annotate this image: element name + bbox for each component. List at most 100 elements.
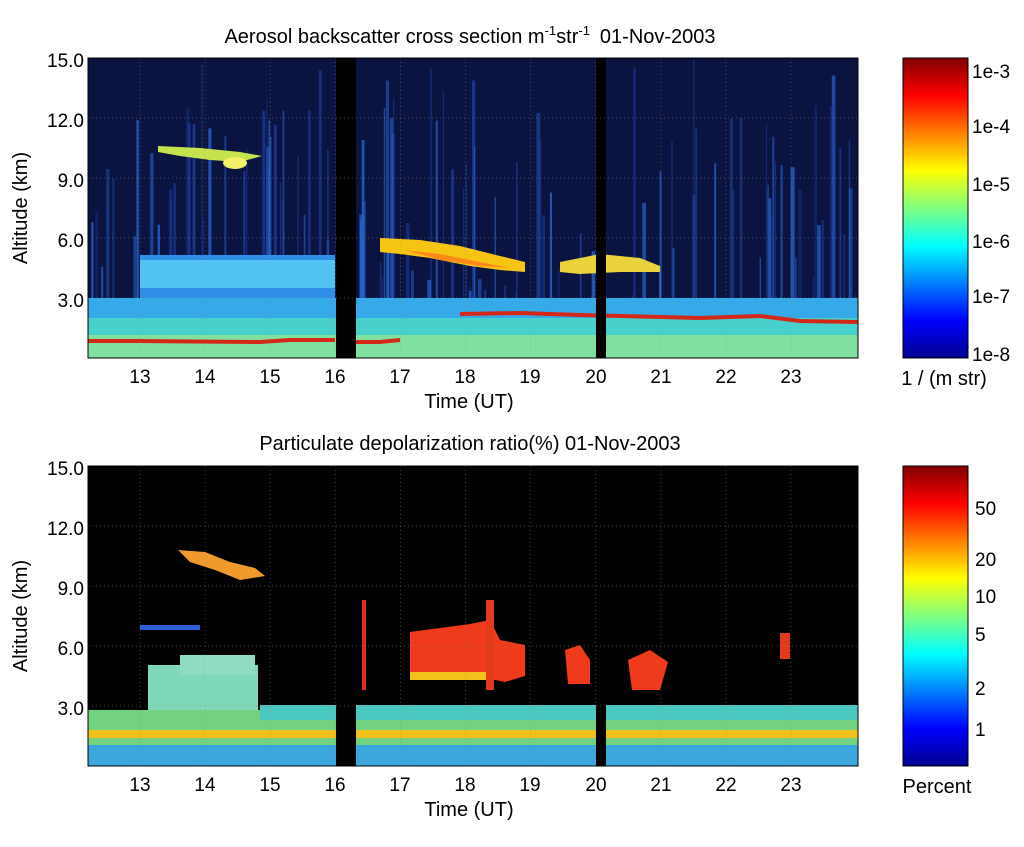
ytick-label: 3.0 bbox=[58, 699, 84, 720]
depolarization-colorbar bbox=[902, 465, 969, 767]
mid-cloud-1-core bbox=[405, 250, 510, 268]
speckle-streak bbox=[774, 161, 777, 358]
mid-cloud-1-base bbox=[410, 672, 490, 680]
speckle-streak bbox=[821, 220, 824, 358]
speckle-streak bbox=[732, 189, 735, 358]
speckle-streak bbox=[91, 222, 94, 358]
xtick-label: 14 bbox=[194, 775, 216, 796]
xtick-label: 23 bbox=[780, 367, 801, 388]
xtick-label: 20 bbox=[585, 775, 606, 796]
depolarization-grid bbox=[88, 466, 858, 766]
depolarization-xticks: 13 14 15 16 17 18 19 20 21 22 23 bbox=[129, 775, 801, 796]
speckle-streak bbox=[133, 236, 136, 358]
speckle-streak bbox=[772, 136, 775, 358]
backscatter-grid bbox=[88, 58, 858, 358]
backscatter-panel: Aerosol backscatter cross section m-1str… bbox=[10, 23, 1010, 413]
colorbar-tick-label: 1 bbox=[975, 720, 986, 741]
cirrus-core bbox=[223, 157, 247, 169]
speckle-streak bbox=[729, 118, 733, 358]
speckle-streak bbox=[843, 234, 845, 358]
xtick-label: 20 bbox=[585, 367, 606, 388]
xtick-label: 13 bbox=[129, 367, 150, 388]
depolarization-yticks: 3.0 6.0 9.0 12.0 15.0 bbox=[47, 459, 84, 720]
depolarization-title: Particulate depolarization ratio(%) 01-N… bbox=[259, 433, 680, 455]
xtick-label: 15 bbox=[259, 367, 280, 388]
ytick-label: 15.0 bbox=[47, 459, 84, 480]
speckle-streak bbox=[633, 67, 636, 358]
streak-17 bbox=[362, 600, 366, 690]
mid-cloud-2 bbox=[565, 645, 590, 684]
speckle-streak bbox=[780, 165, 783, 358]
speckle-streak bbox=[848, 188, 853, 358]
colorbar-tick-label: 10 bbox=[975, 587, 996, 608]
speckle-streak bbox=[389, 117, 394, 358]
xtick-label: 14 bbox=[194, 367, 216, 388]
speckle-streak bbox=[767, 185, 769, 358]
depolarization-xlabel: Time (UT) bbox=[424, 799, 513, 821]
speckle-streak bbox=[307, 110, 311, 358]
speckle-streak bbox=[95, 211, 99, 358]
speckle-streak bbox=[765, 124, 768, 358]
aerosol-layer-top bbox=[180, 655, 255, 675]
low-depol-streak bbox=[140, 625, 200, 630]
colorbar-tick-label: 1e-3 bbox=[972, 62, 1010, 83]
xtick-label: 21 bbox=[650, 367, 671, 388]
speckle-streak bbox=[273, 124, 277, 358]
xtick-label: 13 bbox=[129, 775, 150, 796]
ytick-label: 9.0 bbox=[58, 579, 84, 600]
ytick-label: 15.0 bbox=[47, 51, 84, 72]
speckle-streak bbox=[817, 225, 821, 358]
streak-18 bbox=[486, 600, 494, 690]
cloud-base-trace bbox=[88, 310, 858, 345]
xtick-label: 21 bbox=[650, 775, 671, 796]
xtick-label: 18 bbox=[454, 775, 475, 796]
depolarization-panel: Particulate depolarization ratio(%) 01-N… bbox=[10, 433, 996, 821]
mid-cloud-2 bbox=[560, 254, 660, 274]
speckle-streak bbox=[406, 223, 410, 358]
speckle-streak bbox=[798, 190, 802, 358]
backscatter-xlabel: Time (UT) bbox=[424, 391, 513, 413]
xtick-label: 15 bbox=[259, 775, 280, 796]
speckle-streak bbox=[829, 106, 834, 358]
speckle-streak bbox=[282, 110, 285, 358]
backscatter-colorbar-ticks: 1e-8 1e-7 1e-6 1e-5 1e-4 1e-3 bbox=[972, 62, 1010, 366]
speckle-streak bbox=[790, 167, 795, 358]
speckle-streak bbox=[136, 120, 139, 358]
colorbar-tick-label: 5 bbox=[975, 625, 986, 646]
boundary-layer-upper bbox=[88, 298, 858, 318]
speckle-streak bbox=[536, 112, 541, 358]
speckle-streak bbox=[442, 90, 445, 358]
speckle-streak bbox=[739, 117, 743, 358]
speckle-streak bbox=[472, 80, 476, 358]
speckle-streak bbox=[266, 98, 268, 358]
speckle-streak bbox=[435, 120, 438, 358]
cirrus-cloud bbox=[178, 550, 265, 580]
speckle-streak bbox=[516, 161, 518, 358]
speckle-streak bbox=[770, 215, 773, 358]
xtick-label: 17 bbox=[389, 775, 410, 796]
backscatter-ylabel: Altitude (km) bbox=[10, 152, 32, 264]
speckle-streak bbox=[359, 214, 364, 358]
speckle-streak bbox=[695, 128, 698, 358]
depolarization-axes-frame bbox=[87, 465, 859, 767]
speckle-streak bbox=[768, 198, 772, 358]
speckle-streak bbox=[268, 120, 271, 358]
depolarization-heatmap bbox=[88, 466, 858, 766]
aerosol-layer-light bbox=[140, 260, 335, 288]
boundary-layer-band bbox=[88, 730, 858, 738]
boundary-layer-upper bbox=[260, 705, 858, 720]
speckle-streak bbox=[363, 201, 367, 358]
xtick-label: 18 bbox=[454, 367, 475, 388]
speckle-streak bbox=[266, 147, 270, 358]
mid-cloud-1 bbox=[380, 238, 525, 272]
speckle-streak bbox=[430, 68, 432, 358]
speckle-streak bbox=[814, 105, 817, 358]
speckle-streak bbox=[327, 150, 329, 358]
xtick-label: 22 bbox=[715, 367, 736, 388]
depolarization-ylabel: Altitude (km) bbox=[10, 560, 32, 672]
data-gap-1 bbox=[336, 466, 356, 766]
backscatter-title: Aerosol backscatter cross section m-1str… bbox=[224, 23, 715, 48]
ytick-label: 6.0 bbox=[58, 231, 84, 252]
speckle-streak bbox=[539, 139, 542, 358]
